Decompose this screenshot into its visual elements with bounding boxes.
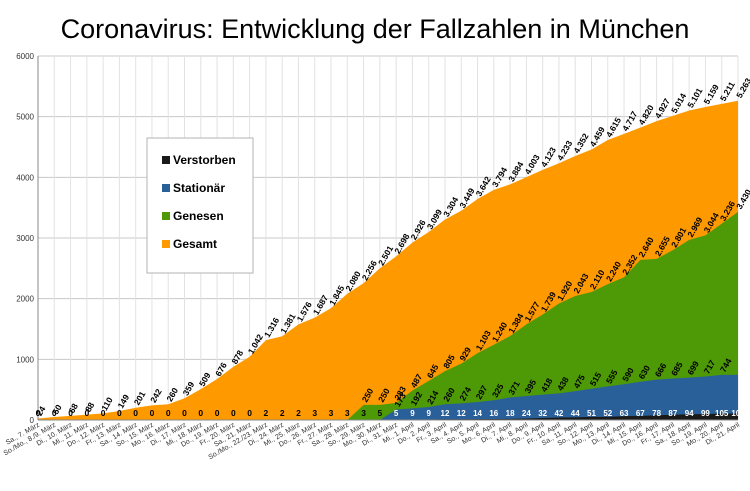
data-label-verstorben: 67 (636, 409, 645, 418)
chart-title: Coronavirus: Entwicklung der Fallzahlen … (60, 14, 690, 44)
data-label-verstorben: 94 (685, 409, 694, 418)
data-label-verstorben: 87 (668, 409, 677, 418)
data-label-verstorben: 108 (731, 409, 745, 418)
data-label-verstorben: 3 (312, 408, 317, 418)
data-label-gesamt: 24 (34, 404, 48, 417)
legend-swatch-stationär (162, 184, 170, 192)
data-label-verstorben: 63 (620, 409, 629, 418)
y-tick-label: 5000 (16, 113, 34, 122)
data-label-verstorben: 16 (489, 409, 498, 418)
data-label-verstorben: 12 (441, 409, 450, 418)
y-tick-label: 0 (30, 416, 35, 425)
data-label-gesamt: 5.101 (685, 86, 704, 110)
y-tick-label: 3000 (16, 234, 34, 243)
legend-swatch-gesamt (162, 240, 170, 248)
data-label-verstorben: 0 (166, 408, 171, 418)
data-label-verstorben: 32 (538, 409, 547, 418)
area-genesen (38, 211, 738, 420)
data-label-gesamt: 5.159 (702, 82, 721, 106)
data-label-verstorben: 0 (68, 408, 73, 418)
data-label-gesamt: 260 (164, 386, 180, 404)
data-label-verstorben: 5 (394, 409, 399, 418)
data-label-verstorben: 51 (587, 409, 596, 418)
data-label-verstorben: 42 (554, 409, 563, 418)
data-label-gesamt: 68 (67, 401, 81, 414)
area-verstorben (38, 413, 738, 420)
data-label-verstorben: 2 (264, 408, 269, 418)
data-label-verstorben: 78 (652, 409, 661, 418)
legend-label-gesamt: Gesamt (173, 237, 217, 251)
data-label-verstorben: 14 (473, 409, 482, 418)
area-stationär (38, 374, 738, 420)
data-label-gesamt: 201 (132, 389, 148, 407)
legend-label-genesen: Genesen (173, 209, 224, 223)
data-label-verstorben: 0 (198, 408, 203, 418)
data-label-verstorben: 0 (117, 408, 122, 418)
data-label-gesamt: 1.316 (262, 316, 281, 340)
data-label-verstorben: 24 (522, 409, 531, 418)
legend-label-verstorben: Verstorben (173, 153, 236, 167)
data-label-verstorben: 0 (36, 408, 41, 418)
data-label-verstorben: 44 (571, 409, 580, 418)
legend: Verstorben Stationär Genesen Gesamt (146, 137, 254, 274)
series-areas (38, 100, 738, 421)
data-label-gesamt: 242 (148, 387, 164, 405)
data-label-verstorben: 0 (231, 408, 236, 418)
data-label-verstorben: 0 (247, 408, 252, 418)
data-label-gesamt: 88 (83, 400, 97, 413)
data-label-verstorben: 2 (296, 408, 301, 418)
data-label-verstorben: 5 (377, 408, 382, 418)
data-label-verstorben: 18 (506, 409, 515, 418)
data-label-gesamt: 5.263 (734, 76, 750, 100)
data-label-gesamt: 50 (50, 403, 64, 416)
data-label-verstorben: 3 (345, 408, 350, 418)
y-tick-label: 1000 (16, 355, 34, 364)
y-tick-label: 4000 (16, 173, 34, 182)
legend-swatch-verstorben (162, 156, 170, 164)
data-label-verstorben: 0 (133, 408, 138, 418)
legend-label-stationär: Stationär (173, 181, 225, 195)
data-label-verstorben: 0 (182, 408, 187, 418)
data-label-verstorben: 52 (603, 409, 612, 418)
data-label-verstorben: 105 (715, 409, 729, 418)
data-label-verstorben: 0 (215, 408, 220, 418)
data-label-gesamt: 5.211 (718, 80, 737, 103)
y-tick-label: 6000 (16, 52, 34, 61)
data-label-verstorben: 2 (280, 408, 285, 418)
y-tick-label: 2000 (16, 295, 34, 304)
data-label-verstorben: 9 (410, 409, 415, 418)
data-label-verstorben: 0 (150, 408, 155, 418)
data-label-verstorben: 0 (84, 408, 89, 418)
data-label-verstorben: 0 (101, 408, 106, 418)
data-label-verstorben: 0 (52, 408, 57, 418)
data-label-verstorben: 12 (457, 409, 466, 418)
data-label-verstorben: 99 (701, 409, 710, 418)
data-label-verstorben: 3 (329, 408, 334, 418)
legend-swatch-genesen (162, 212, 170, 220)
data-label-verstorben: 9 (426, 409, 431, 418)
data-label-verstorben: 3 (361, 408, 366, 418)
